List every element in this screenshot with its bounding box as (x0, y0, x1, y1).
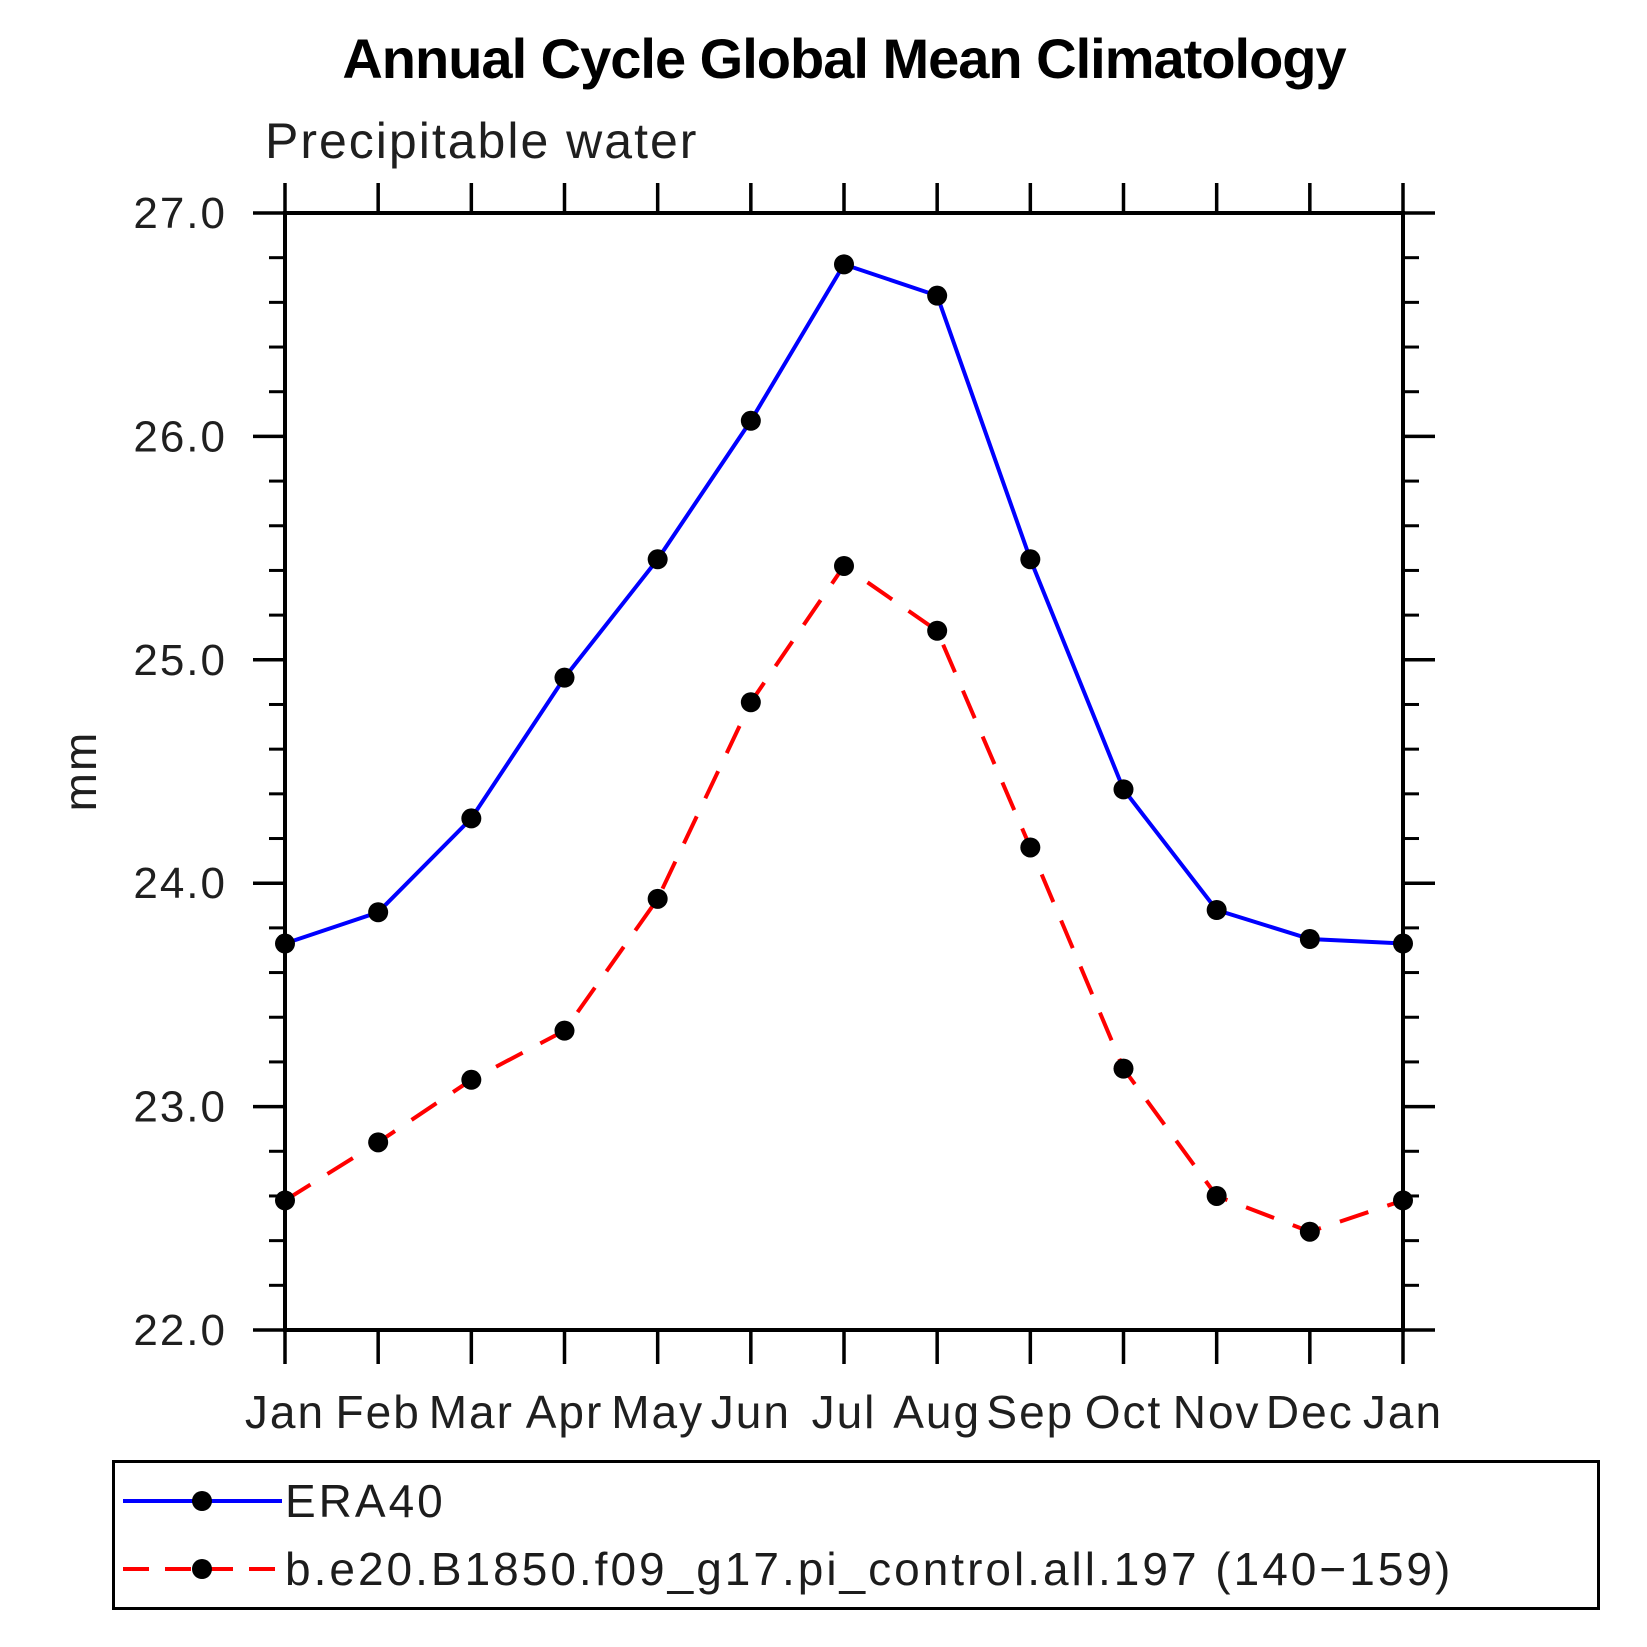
legend-item-model: b.e20.B1850.f09_g17.pi_control.all.197 (… (115, 1535, 1597, 1603)
data-point-marker-era40 (647, 549, 668, 570)
data-point-marker-era40 (1393, 933, 1413, 954)
data-point-marker-era40 (461, 808, 482, 829)
data-point-marker-model (927, 620, 948, 641)
x-tick-label: Sep (986, 1386, 1074, 1438)
series-line-model (283, 563, 1404, 1234)
series-line-era40 (284, 261, 1404, 946)
data-point-marker-model (368, 1132, 389, 1153)
y-tick-label: 25.0 (133, 636, 227, 685)
y-tick-label: 27.0 (133, 189, 227, 238)
x-tick-label: Mar (429, 1386, 514, 1438)
data-point-marker-model (647, 888, 668, 909)
data-point-marker-era40 (1206, 900, 1227, 921)
axis-frame (283, 211, 1405, 1332)
data-point-marker-model (275, 1190, 295, 1211)
y-tick-label: 23.0 (133, 1083, 227, 1132)
data-point-marker-model (1206, 1185, 1227, 1206)
data-point-marker-model (834, 555, 854, 576)
data-point-marker-era40 (275, 933, 295, 954)
y-tick-label: 22.0 (133, 1306, 227, 1355)
legend-label-era40: ERA40 (285, 1475, 446, 1527)
data-point-marker-model (740, 692, 761, 713)
chart-title: Annual Cycle Global Mean Climatology (342, 27, 1346, 90)
data-point-marker-model (1020, 837, 1041, 858)
x-tick-label: Jul (812, 1386, 877, 1438)
x-tick-label: May (611, 1386, 704, 1438)
data-point-marker-era40 (1020, 549, 1041, 570)
x-tick-label: Aug (893, 1386, 981, 1438)
x-tick-label: Apr (526, 1386, 604, 1438)
data-point-marker-era40 (834, 254, 854, 275)
data-point-marker-era40 (1113, 779, 1134, 800)
legend-label-model: b.e20.B1850.f09_g17.pi_control.all.197 (… (285, 1543, 1454, 1595)
y-tick-label: 26.0 (133, 412, 227, 461)
x-tick-label: Jan (1363, 1386, 1443, 1438)
data-point-marker-model (1393, 1190, 1413, 1211)
data-point-marker-era40 (554, 667, 575, 688)
data-point-marker-era40 (368, 902, 389, 923)
x-tick-label: Oct (1085, 1386, 1163, 1438)
data-point-marker-model (1113, 1058, 1134, 1079)
y-tick-label: 24.0 (133, 859, 227, 908)
x-tick-label: Jan (245, 1386, 325, 1438)
legend-key-dashed-line-icon (123, 1559, 282, 1579)
legend-item-era40: ERA40 (115, 1467, 1597, 1535)
data-point-marker-era40 (740, 410, 761, 431)
data-point-marker-model (461, 1069, 482, 1090)
data-point-marker-model (1299, 1221, 1320, 1242)
data-point-marker-era40 (1299, 929, 1320, 950)
legend-box: ERA40 b.e20.B1850.f09_g17.pi_control.all… (112, 1460, 1600, 1610)
x-tick-label: Jun (711, 1386, 791, 1438)
x-tick-label: Dec (1266, 1386, 1354, 1438)
x-tick-label: Nov (1173, 1386, 1261, 1438)
data-point-marker-model (554, 1020, 575, 1041)
x-tick-label: Feb (336, 1386, 421, 1438)
chart-subtitle: Precipitable water (265, 113, 699, 169)
data-point-marker-era40 (927, 285, 948, 306)
legend-key-solid-line-icon (123, 1491, 282, 1511)
